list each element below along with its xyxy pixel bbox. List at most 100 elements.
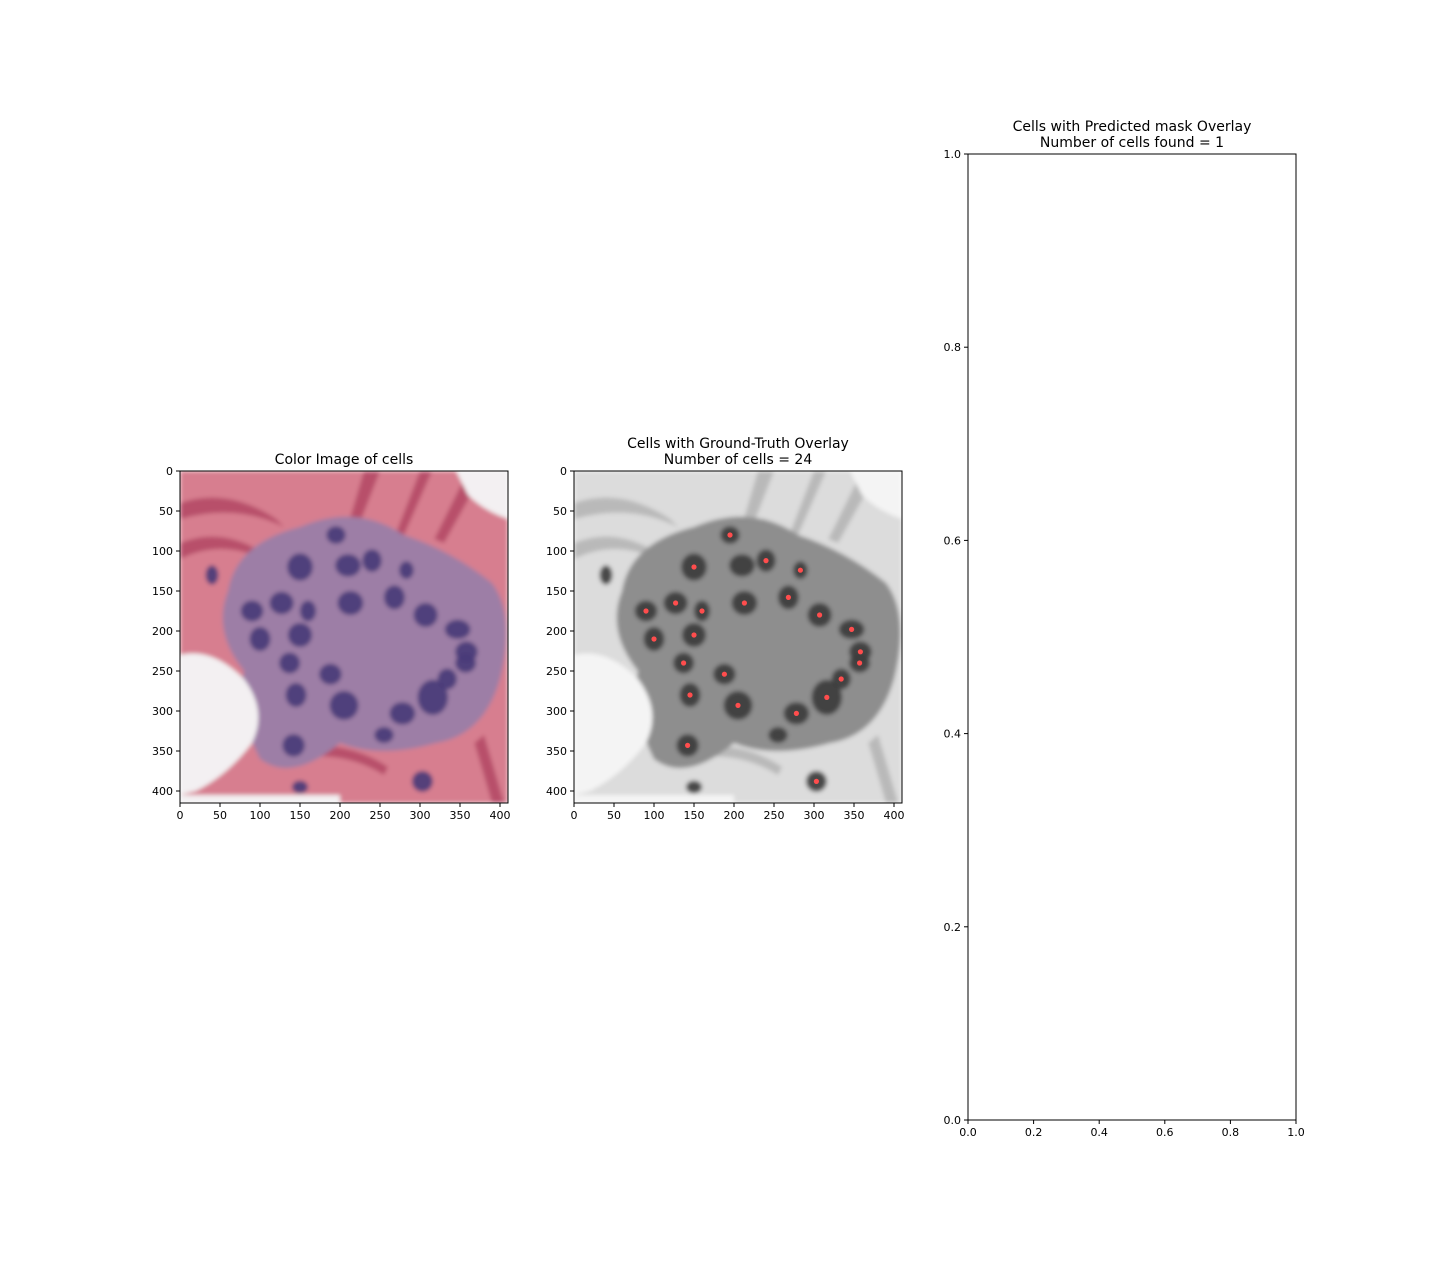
panel2-ytick-label: 150 <box>546 585 567 598</box>
panel1-xtick-label: 50 <box>213 809 227 822</box>
panel2-frame <box>573 470 903 804</box>
panel3-xtick-label: 0.8 <box>1222 1126 1240 1139</box>
panel2-xtick-label: 0 <box>571 809 578 822</box>
panel1-xtick-label: 300 <box>410 809 431 822</box>
nucleus <box>287 553 313 581</box>
panel1-ytick-label: 200 <box>152 625 173 638</box>
ground-truth-marker <box>838 676 844 682</box>
panel1-ytick-label: 350 <box>152 745 173 758</box>
panel2-xtick-label: 150 <box>684 809 705 822</box>
nucleus <box>729 554 755 577</box>
nucleus <box>384 585 405 610</box>
panel2-ticks: 0 50 100 150 200 250 300 350 400 0 50 100 150 200 250 3… <box>546 465 905 822</box>
nucleus <box>282 734 305 757</box>
panel3-xtick-label: 0.0 <box>959 1126 977 1139</box>
panel3-xtick-label: 1.0 <box>1287 1126 1305 1139</box>
nucleus <box>374 727 394 743</box>
nucleus <box>279 652 300 674</box>
panel1-ytick-label: 300 <box>152 705 173 718</box>
panel3-title: Cells with Predicted mask Overlay <box>1013 119 1252 135</box>
tissue-region <box>850 471 902 519</box>
ground-truth-marker <box>741 600 748 606</box>
ground-truth-marker <box>735 702 741 709</box>
tissue-image <box>180 471 508 803</box>
panel1-ytick-label: 150 <box>152 585 173 598</box>
nucleus <box>768 727 788 743</box>
nucleus <box>412 771 433 792</box>
tissue-region <box>474 735 504 803</box>
nucleus <box>319 663 342 685</box>
panel1-xtick-label: 200 <box>330 809 351 822</box>
tissue-region <box>574 653 653 795</box>
tissue-region <box>180 536 264 559</box>
panel3-ytick-label: 0.4 <box>944 728 962 741</box>
panel3-xtick-label: 0.2 <box>1025 1126 1043 1139</box>
panel3-xtick-label: 0.6 <box>1156 1126 1174 1139</box>
tissue-region <box>868 735 898 803</box>
color-tissue <box>180 471 508 803</box>
panel2-ytick-label: 250 <box>546 665 567 678</box>
panel3-ytick-label: 0.6 <box>944 534 962 547</box>
tissue-region <box>180 497 284 527</box>
nucleus <box>337 591 364 615</box>
grayscale-tissue <box>574 471 902 803</box>
panel1-ticks: 0 50 100 150 200 250 300 350 400 0 50 100 150 200 250 3… <box>152 465 511 822</box>
nucleus <box>288 623 312 647</box>
tissue-region <box>790 471 826 535</box>
nucleus <box>389 702 416 725</box>
nucleus <box>205 565 219 585</box>
ground-truth-marker <box>691 564 697 570</box>
nucleus <box>362 549 382 572</box>
ground-truth-marker <box>699 608 705 614</box>
ground-truth-marker <box>857 649 864 655</box>
panel2-xtick-label: 200 <box>724 809 745 822</box>
ground-truth-marker <box>681 660 687 666</box>
panel3-ticks: 0.0 0.2 0.4 0.6 0.8 1.0 0.0 0.2 0.4 0.6 0.8 1.0 <box>944 148 1305 1139</box>
ground-truth-panel: Cells with Ground-Truth Overlay Number o… <box>546 436 905 822</box>
panel2-ytick-label: 300 <box>546 705 567 718</box>
nucleus <box>686 780 702 794</box>
nucleus <box>329 691 359 720</box>
ground-truth-marker <box>687 692 693 698</box>
color-image-panel: Color Image of cells 0 50 100 150 200 250 300 3… <box>152 452 511 822</box>
nucleus <box>455 653 476 673</box>
nucleus <box>285 683 307 707</box>
ground-truth-marker <box>685 742 691 749</box>
panel2-xtick-label: 100 <box>644 809 665 822</box>
ground-truth-marker <box>813 778 820 785</box>
panel1-xtick-label: 350 <box>450 809 471 822</box>
nucleus <box>326 526 346 544</box>
predicted-mask-panel: Cells with Predicted mask Overlay Number… <box>944 119 1305 1139</box>
panel3-frame <box>967 153 1297 1121</box>
panel3-xtick-label: 0.4 <box>1090 1126 1108 1139</box>
panel1-title: Color Image of cells <box>275 452 414 468</box>
panel1-ytick-label: 50 <box>159 505 173 518</box>
panel1-xtick-label: 100 <box>250 809 271 822</box>
panel1-ytick-label: 250 <box>152 665 173 678</box>
panel2-xtick-label: 50 <box>607 809 621 822</box>
nucleus <box>269 591 294 615</box>
ground-truth-marker <box>643 608 649 614</box>
panel2-ytick-label: 100 <box>546 545 567 558</box>
nucleus <box>249 627 271 651</box>
tissue-region <box>396 471 432 535</box>
ground-truth-marker <box>763 558 769 564</box>
panel1-xtick-label: 400 <box>490 809 511 822</box>
ground-truth-marker <box>849 626 855 633</box>
tissue-region <box>574 497 678 527</box>
ground-truth-marker <box>797 567 804 573</box>
panel2-xtick-label: 300 <box>804 809 825 822</box>
panel2-ytick-label: 50 <box>553 505 567 518</box>
panel1-xtick-label: 150 <box>290 809 311 822</box>
nucleus <box>444 619 471 639</box>
ground-truth-marker <box>785 594 792 601</box>
panel1-ytick-label: 100 <box>152 545 173 558</box>
ground-truth-marker <box>793 710 800 717</box>
panel2-subtitle: Number of cells = 24 <box>664 452 813 468</box>
panel1-ytick-label: 0 <box>166 465 173 478</box>
nucleus <box>292 780 308 794</box>
ground-truth-marker <box>673 600 679 606</box>
panel3-ytick-label: 0.8 <box>944 341 962 354</box>
ground-truth-marker <box>857 660 863 666</box>
panel1-xtick-label: 0 <box>177 809 184 822</box>
